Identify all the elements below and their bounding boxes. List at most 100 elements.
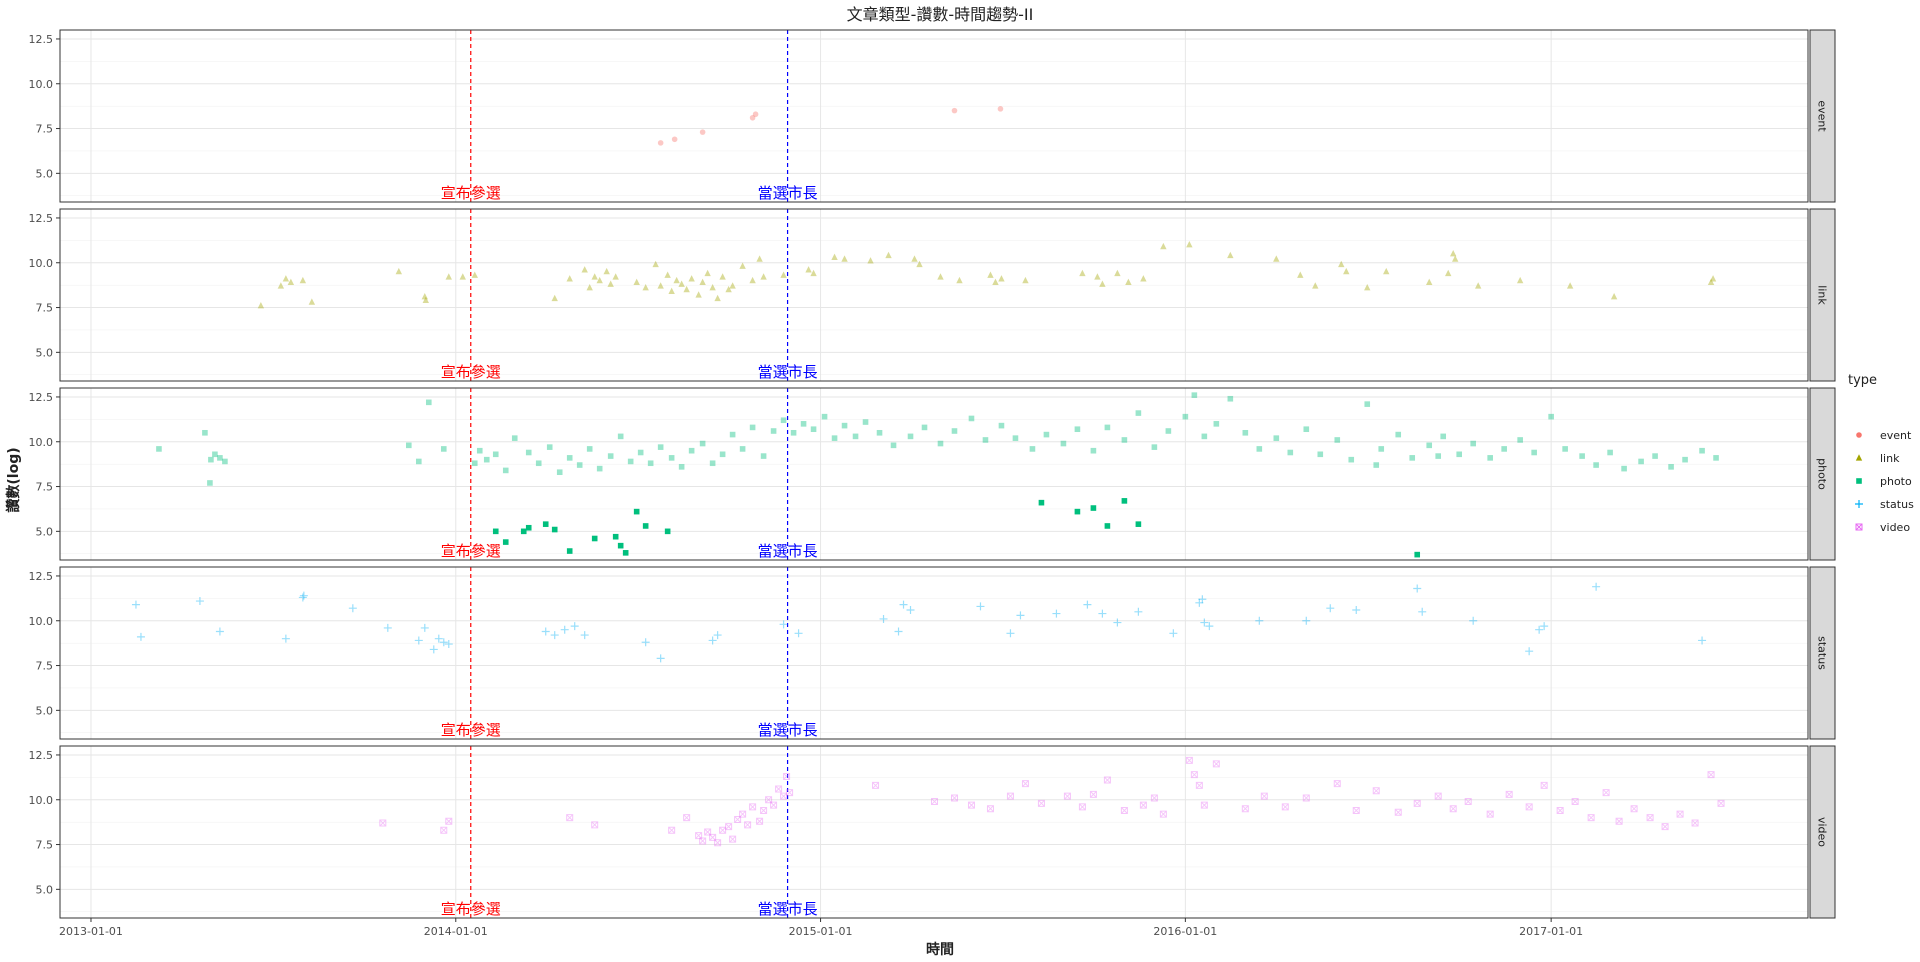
- data-point: [1566, 282, 1574, 289]
- data-point: [207, 480, 213, 486]
- data-point: [1121, 437, 1128, 443]
- data-point: [729, 431, 736, 438]
- data-point: [1135, 521, 1142, 527]
- data-point: [637, 449, 644, 456]
- data-point: [348, 604, 357, 613]
- data-point: [739, 810, 747, 818]
- y-tick-label: 7.5: [36, 839, 54, 852]
- panel-border: [59, 566, 1809, 740]
- data-point: [739, 262, 746, 269]
- facet-strip-label: link: [1816, 285, 1829, 305]
- data-point: [907, 433, 914, 440]
- data-point: [841, 422, 848, 429]
- data-point: [520, 528, 527, 535]
- annotation-label: 當選市長: [758, 363, 818, 381]
- data-point: [1668, 464, 1674, 470]
- data-point: [752, 111, 759, 118]
- data-point: [1029, 446, 1036, 452]
- data-point: [704, 828, 712, 836]
- series-video: [379, 756, 1725, 847]
- legend-item-photo: photo: [1856, 475, 1912, 488]
- data-point: [756, 817, 764, 825]
- data-point: [671, 136, 678, 143]
- data-point: [1334, 437, 1341, 443]
- data-point: [1227, 395, 1234, 402]
- data-point: [1200, 618, 1209, 627]
- data-point: [719, 826, 727, 834]
- data-point: [714, 839, 722, 847]
- data-point: [1540, 781, 1548, 789]
- data-point: [566, 548, 573, 554]
- data-point: [525, 524, 532, 531]
- data-point: [1709, 275, 1717, 282]
- data-point: [202, 429, 208, 436]
- data-point: [699, 129, 706, 135]
- data-point: [956, 276, 963, 284]
- legend-title: type: [1848, 373, 1877, 388]
- data-point: [476, 447, 483, 454]
- data-point: [1121, 498, 1128, 504]
- data-point: [709, 833, 717, 841]
- data-point: [713, 631, 722, 640]
- data-point: [511, 435, 518, 441]
- data-point: [581, 266, 588, 273]
- panel-border: [59, 387, 1809, 561]
- panel-background: [60, 30, 1808, 202]
- data-point: [699, 278, 706, 286]
- data-point: [1195, 598, 1204, 607]
- data-point: [683, 814, 691, 822]
- data-point: [502, 467, 509, 474]
- data-point: [525, 449, 532, 456]
- data-point: [1414, 551, 1421, 558]
- data-point: [950, 794, 958, 802]
- panel-background: [60, 746, 1808, 918]
- data-point: [560, 625, 569, 634]
- data-point: [1191, 392, 1198, 398]
- data-point: [1607, 449, 1613, 456]
- y-tick-label: 10.0: [29, 794, 54, 807]
- data-point: [1699, 447, 1705, 454]
- data-point: [406, 442, 412, 449]
- data-point: [749, 114, 756, 121]
- data-point: [695, 291, 702, 298]
- data-point: [1287, 449, 1294, 456]
- data-point: [1548, 413, 1554, 420]
- data-point: [1426, 442, 1433, 449]
- data-point: [1200, 801, 1208, 809]
- data-point: [1169, 629, 1178, 638]
- data-point: [1186, 241, 1193, 248]
- facet-strip: [1809, 29, 1836, 203]
- data-point: [810, 269, 817, 277]
- data-point: [1440, 433, 1447, 440]
- panel-background: [60, 388, 1808, 560]
- data-point: [678, 280, 685, 287]
- data-point: [1525, 647, 1534, 656]
- data-point: [492, 451, 499, 458]
- data-point: [916, 260, 923, 268]
- data-point: [1089, 790, 1097, 798]
- data-point: [566, 814, 574, 822]
- data-point: [1198, 595, 1207, 604]
- data-point: [287, 278, 295, 286]
- data-point: [395, 267, 403, 275]
- data-point: [596, 276, 603, 284]
- data-point: [1135, 410, 1142, 416]
- data-point: [551, 526, 558, 533]
- data-point: [986, 805, 994, 813]
- data-point: [642, 284, 649, 291]
- data-point: [1682, 456, 1688, 463]
- data-point: [673, 276, 680, 284]
- data-point: [899, 600, 908, 609]
- data-point: [591, 535, 598, 542]
- data-point: [1083, 600, 1092, 609]
- data-point: [780, 792, 788, 800]
- data-point: [1312, 282, 1319, 289]
- series-photo: [156, 392, 1719, 558]
- data-point: [1348, 456, 1355, 463]
- data-point: [695, 832, 703, 840]
- data-point: [1452, 255, 1459, 262]
- data-point: [1394, 808, 1402, 816]
